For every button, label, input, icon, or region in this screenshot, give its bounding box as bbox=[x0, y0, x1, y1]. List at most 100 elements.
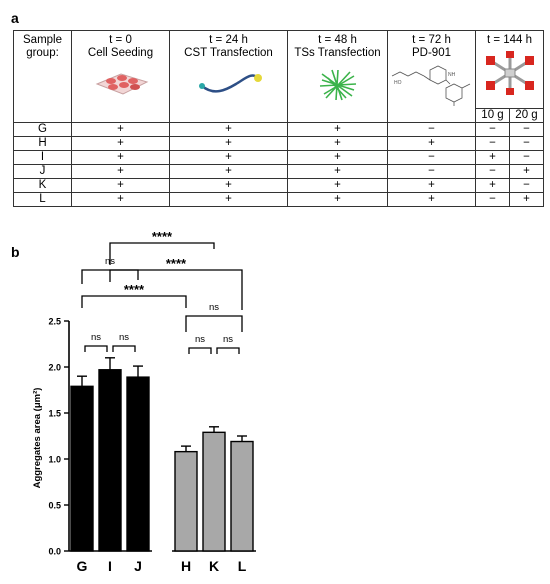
table-row: K + + + + + − bbox=[13, 178, 544, 193]
panel-label-a: a bbox=[11, 10, 19, 26]
table-cell: + bbox=[71, 192, 170, 207]
table-cell: + bbox=[387, 178, 476, 193]
bar-H bbox=[174, 450, 198, 552]
category-label: L bbox=[238, 558, 247, 574]
table-cell: + bbox=[387, 192, 476, 207]
table-cell: − bbox=[475, 192, 510, 207]
sample-group-header: Sample group: bbox=[13, 30, 72, 123]
table-cell: − bbox=[475, 122, 510, 137]
y-tick-label: 0.5 bbox=[48, 501, 61, 511]
significance-label: ns bbox=[119, 332, 129, 343]
category-label: H bbox=[181, 558, 191, 574]
table-cell: + bbox=[475, 178, 510, 193]
table-cell: + bbox=[509, 192, 544, 207]
table-cell: + bbox=[169, 178, 288, 193]
table-cell: + bbox=[71, 164, 170, 179]
row-group-label: L bbox=[13, 192, 72, 207]
significance-bracket bbox=[112, 345, 136, 352]
column-header-tss: t = 48 h TSs Transfection bbox=[287, 30, 388, 123]
category-label: I bbox=[108, 558, 112, 574]
petri-dish-icon bbox=[95, 73, 148, 95]
table-cell: + bbox=[71, 150, 170, 165]
table-row: J + + + − − + bbox=[13, 164, 544, 179]
column-header-magnet: t = 144 h bbox=[475, 30, 544, 109]
column-step: CST Transfection bbox=[184, 47, 273, 59]
y-axis-label: Aggregates area (μm²) bbox=[32, 388, 43, 489]
column-header-cst: t = 24 h CST Transfection bbox=[169, 30, 288, 123]
significance-bracket bbox=[188, 347, 212, 354]
column-time: t = 0 bbox=[109, 34, 132, 46]
subcolumn-10g: 10 g bbox=[475, 108, 510, 123]
significance-bracket bbox=[84, 345, 108, 352]
bar-I bbox=[98, 369, 122, 552]
table-cell: + bbox=[475, 150, 510, 165]
category-label: G bbox=[77, 558, 88, 574]
column-step: Cell Seeding bbox=[87, 47, 154, 59]
column-time: t = 48 h bbox=[318, 34, 357, 46]
table-cell: − bbox=[509, 178, 544, 193]
table-row: H + + + + − − bbox=[13, 136, 544, 151]
table-cell: + bbox=[287, 150, 388, 165]
svg-text:NH: NH bbox=[448, 72, 456, 78]
y-tick-label: 2.5 bbox=[48, 317, 61, 327]
column-time: t = 72 h bbox=[412, 34, 451, 46]
column-header-seeding: t = 0 Cell Seeding bbox=[71, 30, 170, 123]
category-label: K bbox=[209, 558, 219, 574]
y-tick-label: 1.5 bbox=[48, 409, 61, 419]
significance-bracket bbox=[81, 295, 187, 308]
column-time: t = 24 h bbox=[209, 34, 248, 46]
table-cell: + bbox=[71, 178, 170, 193]
sample-group-table: Sample group: t = 0 Cell Seeding t = 24 … bbox=[13, 30, 544, 207]
row-group-label: G bbox=[13, 122, 72, 137]
column-step: TSs Transfection bbox=[294, 47, 381, 59]
dna-strand-icon bbox=[198, 74, 262, 93]
significance-bracket bbox=[216, 347, 240, 354]
table-cell: − bbox=[509, 136, 544, 151]
table-cell: + bbox=[71, 122, 170, 137]
table-cell: − bbox=[387, 122, 476, 137]
bar-chart: 0.0 0.5 1.0 1.5 2.0 2.5 Aggregates area (μm²) G… bbox=[32, 230, 256, 574]
nanotube-cluster-icon bbox=[319, 69, 356, 101]
significance-label: **** bbox=[166, 256, 187, 271]
table-cell: − bbox=[509, 150, 544, 165]
svg-text:HO: HO bbox=[394, 80, 402, 86]
table-cell: − bbox=[475, 136, 510, 151]
table-cell: + bbox=[287, 178, 388, 193]
table-cell: + bbox=[169, 192, 288, 207]
significance-bracket bbox=[109, 269, 243, 310]
significance-bracket bbox=[185, 315, 243, 332]
column-header-pd901: t = 72 h PD-901 HO NH bbox=[387, 30, 476, 123]
table-cell: + bbox=[169, 150, 288, 165]
category-label: J bbox=[134, 558, 142, 574]
bar-K bbox=[202, 431, 226, 552]
y-tick-label: 1.0 bbox=[48, 455, 61, 465]
table-subheader-row: 10 g 20 g bbox=[14, 108, 544, 123]
significance-label: **** bbox=[152, 230, 173, 244]
table-cell: + bbox=[169, 164, 288, 179]
table-cell: + bbox=[287, 164, 388, 179]
significance-label: ns bbox=[195, 334, 205, 345]
bar-G bbox=[70, 385, 94, 552]
table-cell: − bbox=[387, 150, 476, 165]
row-group-label: H bbox=[13, 136, 72, 151]
row-group-label: K bbox=[13, 178, 72, 193]
table-cell: + bbox=[169, 122, 288, 137]
column-time: t = 144 h bbox=[486, 34, 533, 46]
table-row: G + + + − − − bbox=[13, 122, 544, 137]
column-step: PD-901 bbox=[412, 47, 451, 59]
y-tick-label: 2.0 bbox=[48, 363, 61, 373]
table-row: L + + + + − + bbox=[13, 192, 544, 207]
significance-bracket bbox=[81, 269, 139, 284]
table-cell: + bbox=[71, 136, 170, 151]
chemical-structure-icon: HO NH bbox=[391, 65, 470, 106]
panel-label-b: b bbox=[11, 244, 20, 260]
table-cell: + bbox=[287, 192, 388, 207]
table-cell: + bbox=[169, 136, 288, 151]
table-cell: + bbox=[509, 164, 544, 179]
table-cell: − bbox=[475, 164, 510, 179]
row-group-label: I bbox=[13, 150, 72, 165]
table-row: I + + + − + − bbox=[13, 150, 544, 165]
significance-label: ns bbox=[91, 332, 101, 343]
table-cell: + bbox=[387, 136, 476, 151]
bar-J bbox=[126, 376, 150, 552]
